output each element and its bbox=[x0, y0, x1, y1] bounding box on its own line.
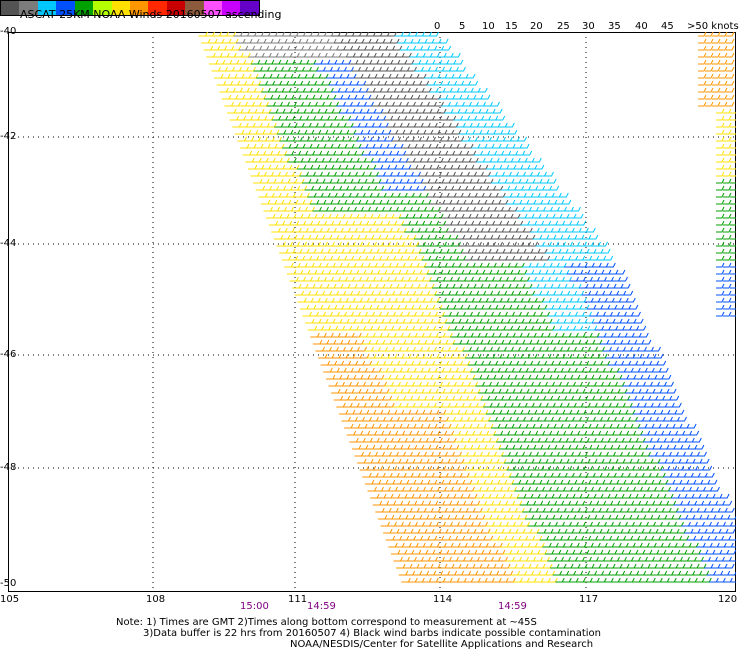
legend-swatch bbox=[111, 1, 130, 15]
legend-swatch bbox=[240, 1, 259, 15]
lat-label: -40 bbox=[0, 26, 17, 37]
note-line-2: 3)Data buffer is 22 hrs from 20160507 4)… bbox=[143, 628, 601, 639]
legend-label: >50 knots bbox=[687, 21, 739, 32]
time-label-1: 15:00 bbox=[240, 601, 269, 612]
lat-label: -46 bbox=[0, 349, 17, 360]
legend-swatch bbox=[1, 1, 20, 15]
lat-label: -42 bbox=[0, 131, 17, 142]
legend-swatch bbox=[148, 1, 167, 15]
lon-label: 114 bbox=[433, 594, 453, 605]
note-line-1: Note: 1) Times are GMT 2)Times along bot… bbox=[116, 617, 537, 628]
legend-swatch bbox=[56, 1, 75, 15]
map-title: ASCAT 25KM NOAA Winds 20160507 ascending bbox=[20, 8, 282, 21]
wind-barbs bbox=[198, 32, 736, 583]
lat-label: -44 bbox=[0, 238, 17, 249]
lon-label: 105 bbox=[0, 594, 20, 605]
legend-swatch bbox=[203, 1, 223, 15]
lon-label: 111 bbox=[288, 594, 308, 605]
east-swath-barbs bbox=[698, 32, 736, 317]
time-label-3: 14:59 bbox=[498, 601, 527, 612]
legend-label: 45 bbox=[661, 21, 674, 32]
lat-label: -48 bbox=[0, 462, 17, 473]
legend-label: 5 bbox=[459, 21, 466, 32]
time-label-2: 14:59 bbox=[307, 601, 336, 612]
lon-label: 117 bbox=[579, 594, 599, 605]
legend-swatch bbox=[74, 1, 94, 15]
legend-label: 35 bbox=[608, 21, 621, 32]
legend-swatch bbox=[222, 1, 241, 15]
map-frame bbox=[8, 32, 736, 592]
legend-label: 10 bbox=[482, 21, 495, 32]
legend-label: 25 bbox=[557, 21, 570, 32]
legend-swatch bbox=[129, 1, 149, 15]
lon-label: 120 bbox=[718, 594, 738, 605]
lon-label: 108 bbox=[146, 594, 166, 605]
legend-swatch bbox=[185, 1, 204, 15]
legend-label: 30 bbox=[582, 21, 595, 32]
legend-swatch bbox=[93, 1, 112, 15]
note-line-3: NOAA/NESDIS/Center for Satellite Applica… bbox=[290, 639, 594, 650]
legend-swatch bbox=[19, 1, 38, 15]
lat-label: -50 bbox=[0, 578, 17, 589]
legend-label: 15 bbox=[505, 21, 518, 32]
wind-barb-map bbox=[8, 32, 736, 592]
legend-swatch bbox=[37, 1, 57, 15]
legend-label: 20 bbox=[530, 21, 543, 32]
wind-speed-legend bbox=[0, 0, 260, 16]
legend-label: 40 bbox=[635, 21, 648, 32]
legend-swatch bbox=[166, 1, 186, 15]
legend-label: 0 bbox=[434, 21, 441, 32]
